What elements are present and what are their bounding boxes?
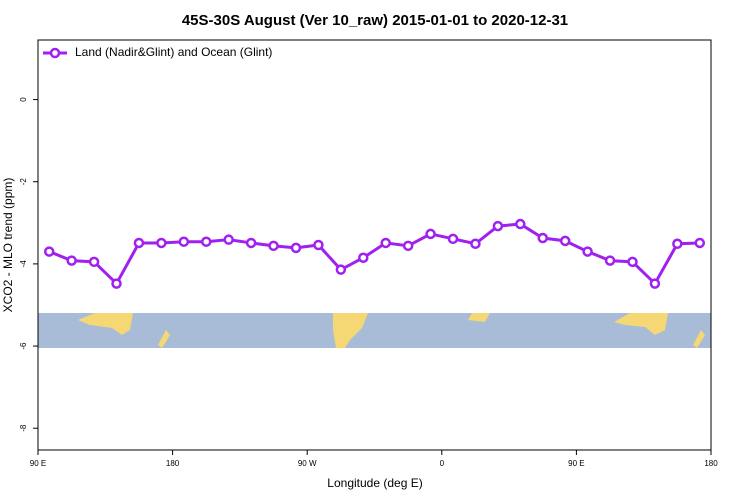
point <box>672 238 683 250</box>
point <box>88 256 100 268</box>
point <box>470 238 481 250</box>
x-tick-label: 180 <box>704 459 718 468</box>
y-tick-label: -2 <box>19 178 28 186</box>
point <box>425 228 436 240</box>
point <box>133 237 145 249</box>
point <box>111 278 122 289</box>
y-tick-label: -4 <box>19 260 28 268</box>
point <box>559 235 571 247</box>
point <box>335 264 347 275</box>
y-tick-label: -8 <box>19 424 28 432</box>
point <box>402 240 414 252</box>
y-tick-label: 0 <box>19 97 28 102</box>
x-tick-label: 90 E <box>568 459 584 468</box>
point <box>582 246 593 257</box>
point <box>223 234 234 245</box>
x-tick-label: 0 <box>440 459 445 468</box>
point <box>268 240 279 252</box>
point <box>492 220 504 232</box>
y-axis-label: XCO2 - MLO trend (ppm) <box>1 178 15 313</box>
point <box>156 237 167 249</box>
y-tick-label: -6 <box>19 342 28 350</box>
legend-marker <box>49 47 61 59</box>
plot-frame <box>37 39 712 451</box>
point <box>43 246 55 257</box>
point <box>380 237 391 249</box>
point <box>313 239 324 251</box>
point <box>694 237 706 249</box>
map-strip <box>38 313 711 348</box>
point <box>358 252 369 263</box>
series-line <box>48 222 700 287</box>
point <box>515 218 526 230</box>
x-tick-label: 90 W <box>298 459 317 468</box>
point <box>537 232 548 244</box>
point <box>290 242 302 254</box>
x-axis-label: Longitude (deg E) <box>327 476 422 490</box>
point <box>447 233 459 245</box>
point <box>178 236 190 247</box>
point <box>627 256 638 268</box>
legend-label: Land (Nadir&Glint) and Ocean (Glint) <box>75 45 272 59</box>
chart-title: 45S-30S August (Ver 10_raw) 2015-01-01 t… <box>182 12 568 29</box>
x-tick-label: 180 <box>166 459 180 468</box>
point <box>201 236 212 247</box>
point <box>66 255 77 266</box>
point <box>649 278 661 289</box>
x-tick-label: 90 E <box>30 459 46 468</box>
point <box>245 237 257 249</box>
point <box>604 255 616 266</box>
